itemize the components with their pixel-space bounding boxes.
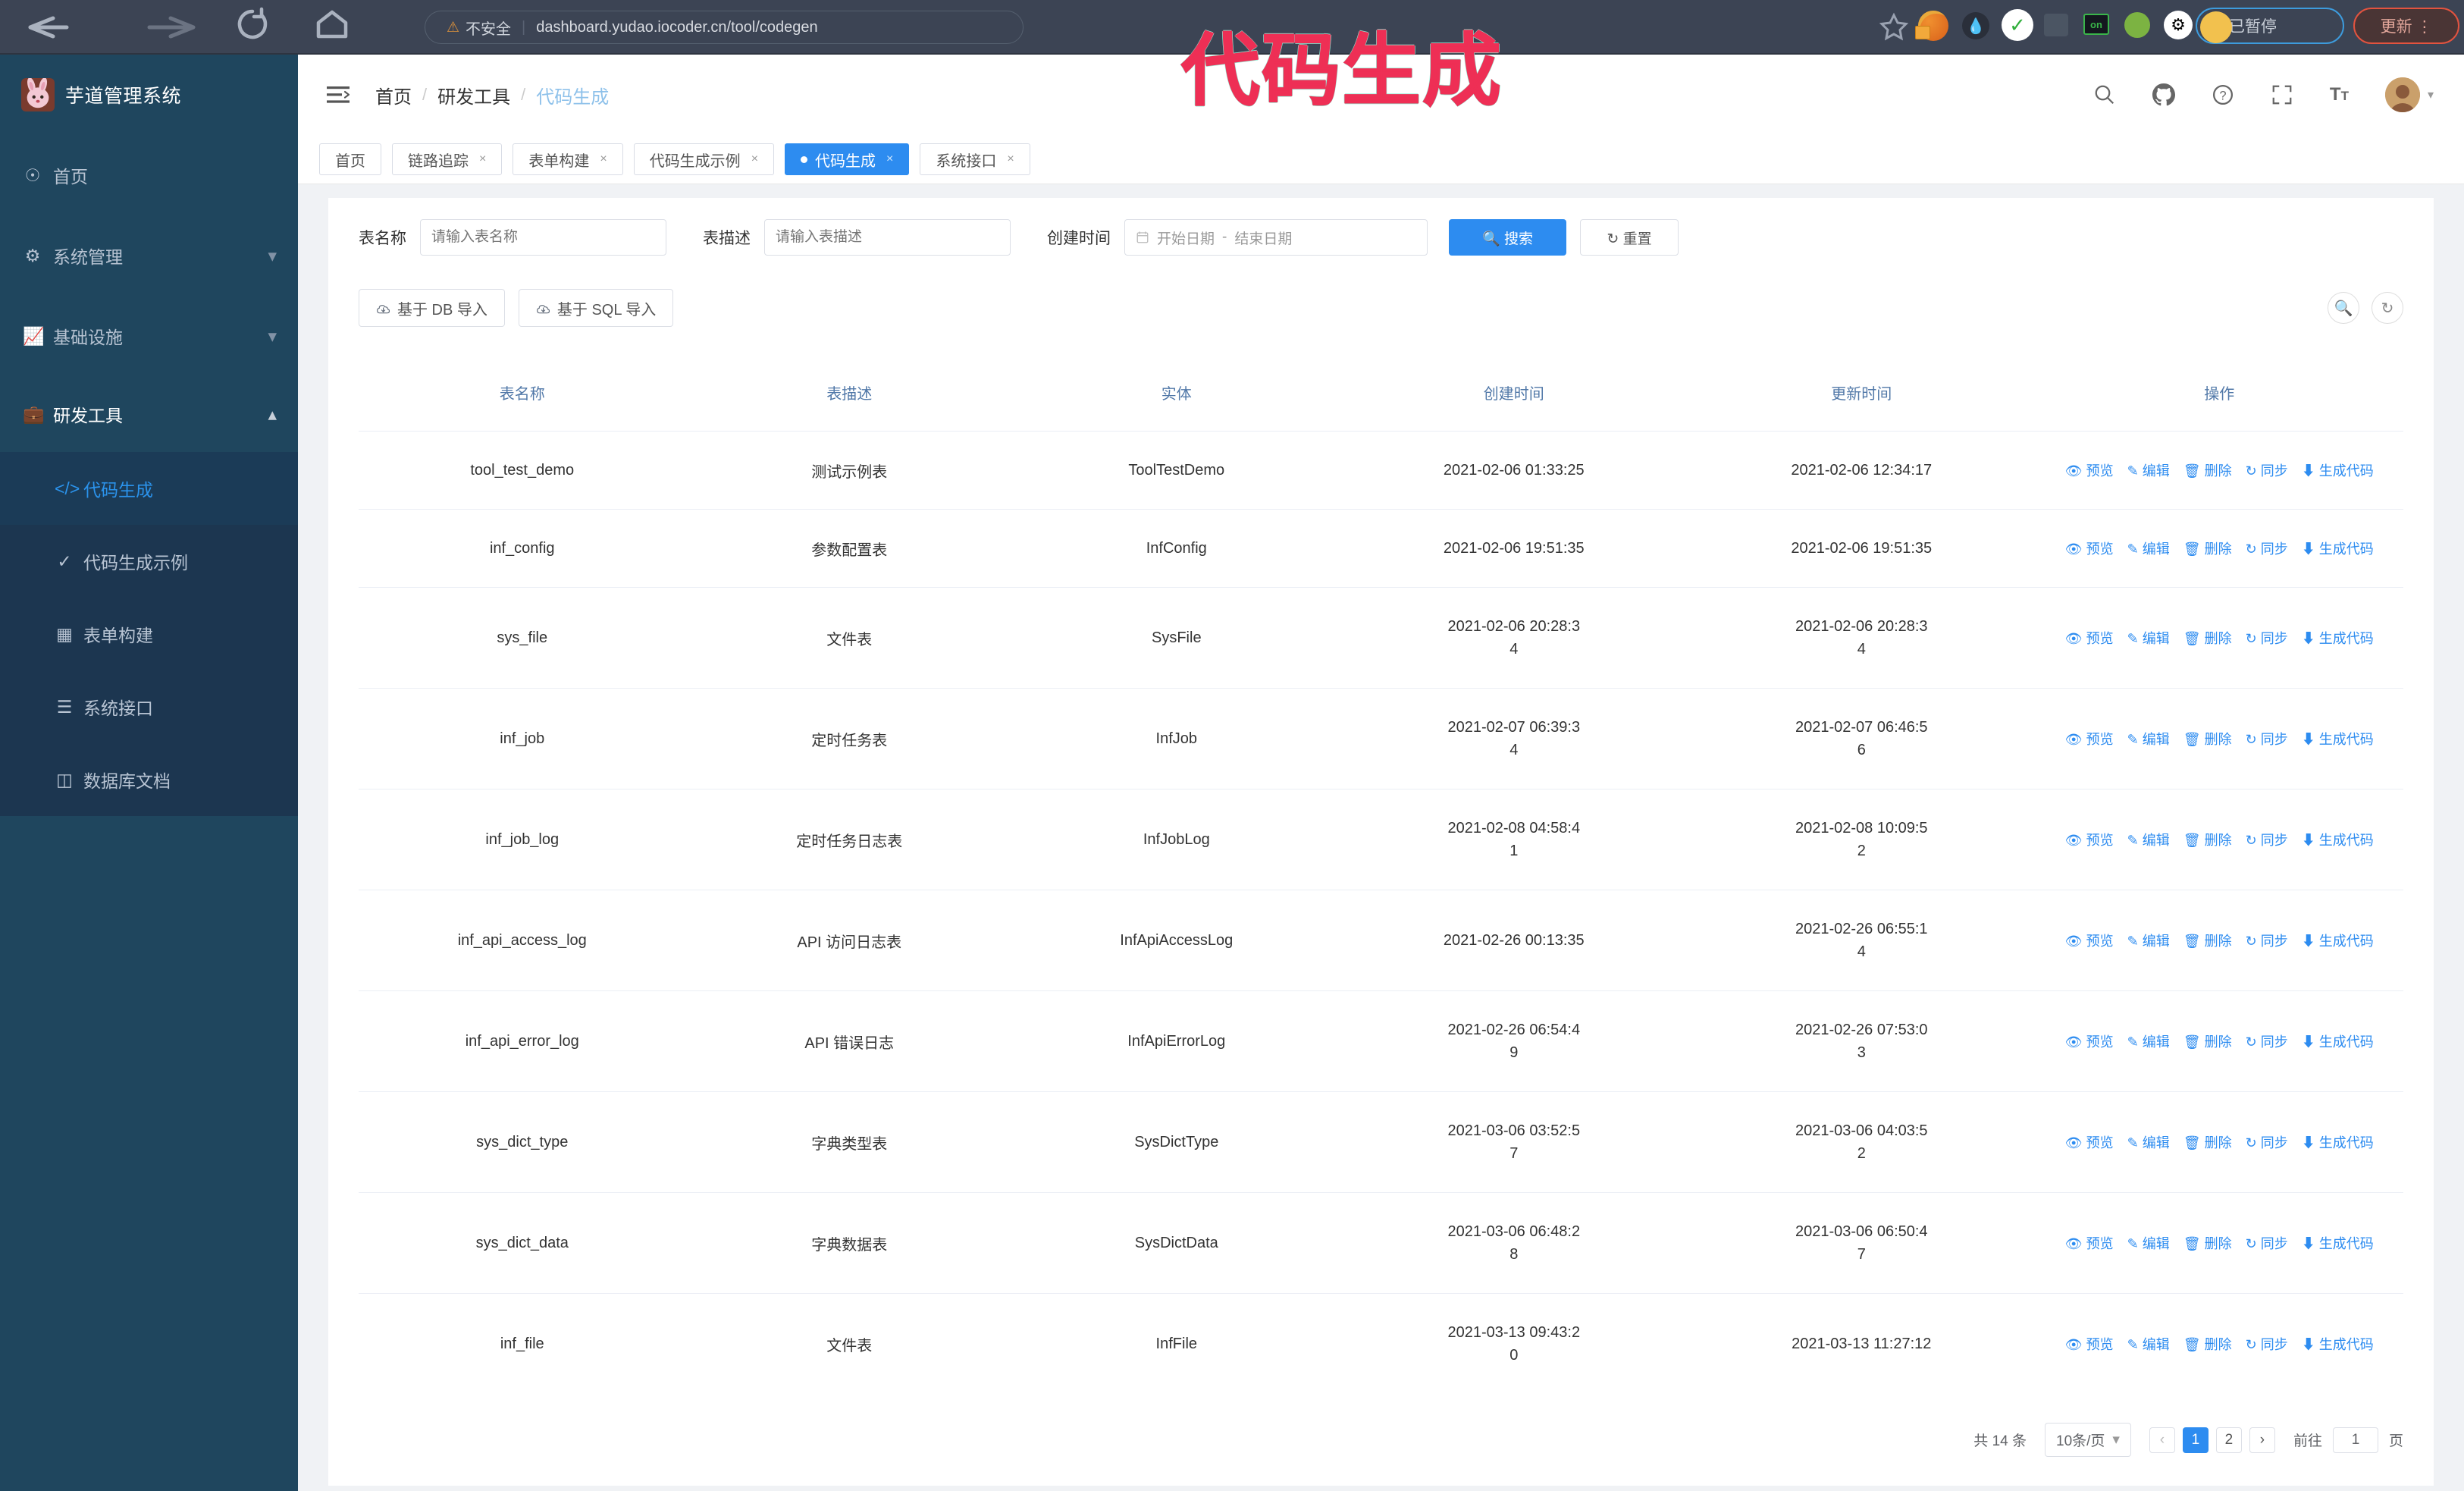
svg-text:?: ?: [2219, 89, 2226, 102]
